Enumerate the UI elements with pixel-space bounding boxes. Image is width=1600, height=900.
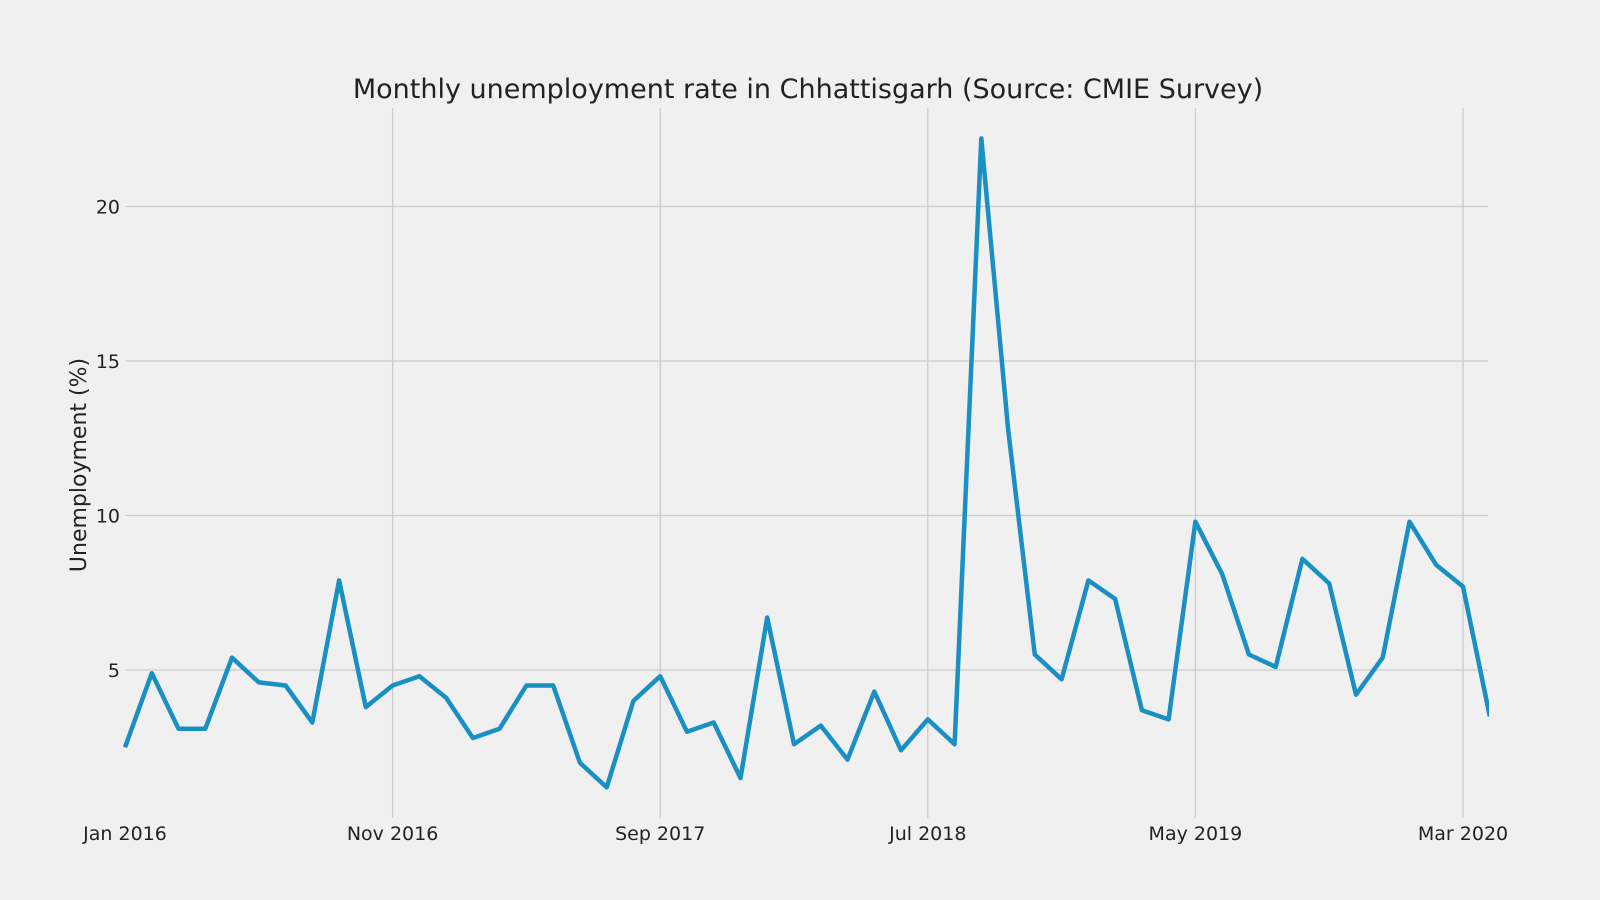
y-tick-label: 20 — [96, 197, 120, 219]
x-tick-label: Mar 2020 — [1418, 823, 1508, 845]
chart-title: Monthly unemployment rate in Chhattisgar… — [353, 74, 1263, 105]
y-axis-label: Unemployment (%) — [67, 358, 92, 572]
y-tick-label: 10 — [96, 506, 120, 528]
y-tick-label: 15 — [96, 351, 120, 373]
x-tick-labels: Jan 2016 Nov 2016 Sep 2017 Jul 2018 May 2019… — [82, 823, 1508, 845]
x-tick-label: May 2019 — [1149, 823, 1243, 845]
series-line — [122, 136, 1489, 790]
x-tick-label: Nov 2016 — [347, 823, 438, 845]
x-tick-label: Jul 2018 — [888, 823, 966, 845]
x-tick-label: Sep 2017 — [615, 823, 705, 845]
y-tick-label: 5 — [108, 660, 120, 682]
y-gridlines — [125, 205, 1488, 671]
y-tick-labels: 5 10 15 20 — [96, 197, 120, 683]
x-tick-label: Jan 2016 — [82, 823, 167, 845]
series-group — [122, 136, 1489, 790]
x-gridlines — [391, 108, 1464, 818]
